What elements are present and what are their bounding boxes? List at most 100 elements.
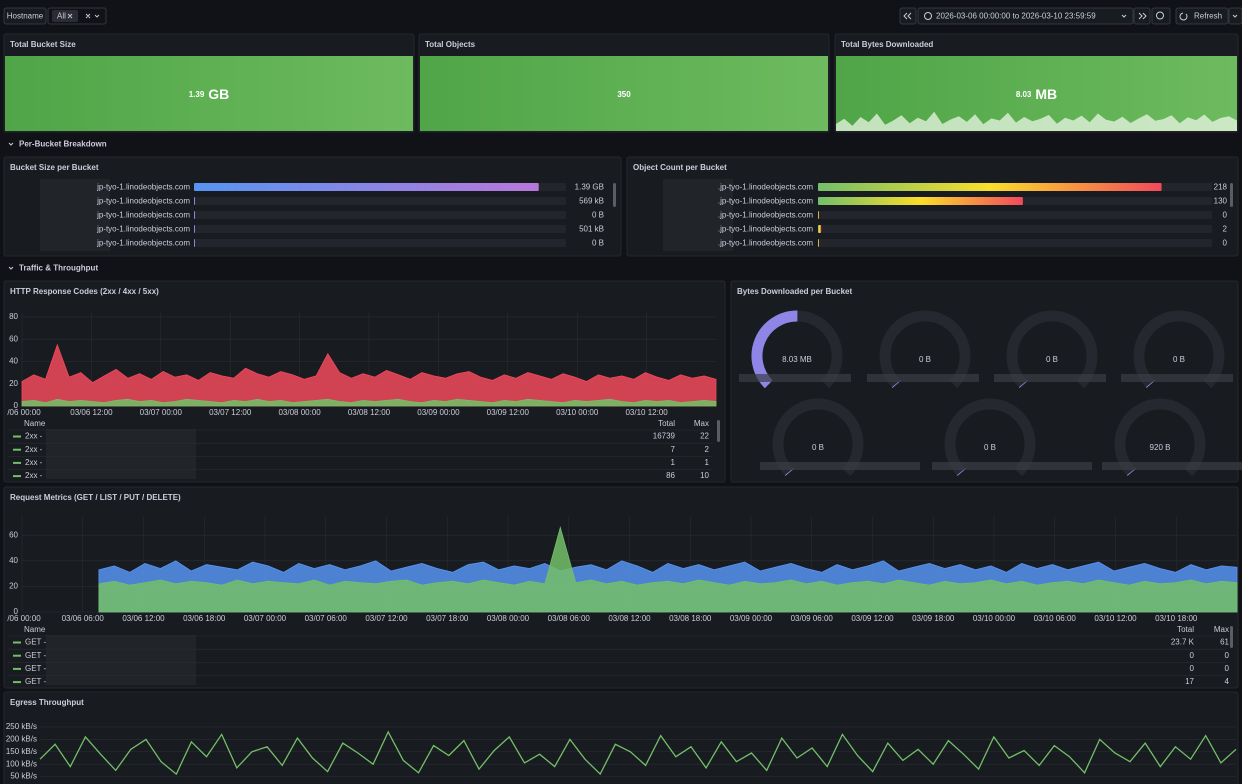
redacted (1121, 374, 1233, 382)
legend-cell: 4 (1225, 677, 1230, 686)
bar (194, 211, 195, 219)
redacted (867, 374, 979, 382)
filter-value: All (57, 12, 66, 21)
bar-label: .jp-tyo-1.linodeobjects.com (718, 197, 813, 206)
x-tick-label: 03/07 18:00 (426, 614, 469, 623)
bar-label: .jp-tyo-1.linodeobjects.com (718, 225, 813, 234)
legend-cell: 2xx - (25, 445, 43, 454)
legend-header: Total (658, 419, 675, 428)
gauge-value: 0 B (812, 443, 824, 452)
time-picker[interactable] (917, 7, 1134, 25)
x-tick-label: 03/08 12:00 (348, 408, 391, 417)
sparkline (836, 111, 1237, 131)
x-tick-label: 03/09 12:00 (851, 614, 894, 623)
filter-chip[interactable] (52, 10, 78, 22)
gauge-track (879, 310, 971, 389)
bar (194, 239, 195, 247)
filter-label: Hostname (7, 12, 44, 21)
time-range: 2026-03-06 00:00:00 to 2026-03-10 23:59:… (936, 12, 1096, 21)
bar-track (818, 211, 1212, 219)
bar-track (194, 211, 566, 219)
gauge-fill (1126, 468, 1136, 476)
gauge-fill (956, 468, 966, 476)
legend-cell: 2 (705, 445, 710, 454)
series-area (21, 398, 717, 407)
y-tick-label: 40 (9, 556, 18, 565)
legend-cell: 61 (1220, 638, 1229, 647)
y-tick-label: 20 (9, 582, 18, 591)
y-tick-label: 80 (9, 312, 18, 321)
legend-header: Name (24, 419, 46, 428)
panel-title: HTTP Response Codes (2xx / 4xx / 5xx) (10, 287, 159, 296)
legend-cell: 2xx - (25, 458, 43, 467)
bar-label: .jp-tyo-1.linodeobjects.com (718, 211, 813, 220)
bar (818, 239, 819, 247)
x-tick-label: 03/06 12:00 (70, 408, 113, 417)
x-tick-label: 03/08 00:00 (278, 408, 321, 417)
redacted (1102, 462, 1242, 470)
panel-title: Request Metrics (GET / LIST / PUT / DELE… (10, 493, 181, 502)
clock-icon (924, 12, 932, 20)
row-title[interactable]: Per-Bucket Breakdown (19, 140, 107, 149)
series-area (21, 343, 717, 407)
x-tick-label: /06 00:00 (7, 408, 41, 417)
series-line (39, 730, 1237, 776)
x-tick-label: 03/08 06:00 (548, 614, 591, 623)
refresh-icon (1179, 12, 1188, 21)
legend-cell: 1 (671, 458, 676, 467)
x-tick-label: 03/09 00:00 (417, 408, 460, 417)
panel-title: Total Bytes Downloaded (841, 40, 933, 49)
x-tick-label: 03/06 12:00 (122, 614, 165, 623)
gauge-value: 8.03 MB (782, 355, 812, 364)
legend-cell: GET - (25, 638, 47, 647)
legend-header: Max (1214, 625, 1229, 634)
stat-value: 1.39 GB (189, 86, 230, 102)
refresh-button[interactable] (1175, 7, 1229, 25)
legend-cell: 0 (1190, 651, 1195, 660)
legend-cell: 0 (1190, 664, 1195, 673)
x-tick-label: 03/10 06:00 (1034, 614, 1077, 623)
redacted (760, 462, 920, 470)
scrollbar (1230, 626, 1233, 648)
y-tick-label: 0 (14, 401, 19, 410)
stat-unit: MB (1035, 86, 1057, 102)
legend-cell: 0 (1225, 651, 1230, 660)
bar-value: 0 B (592, 239, 604, 248)
redacted (739, 374, 851, 382)
legend-cell: 10 (700, 471, 709, 480)
zoom-out[interactable] (1151, 7, 1171, 25)
bar (818, 225, 822, 233)
y-tick-label: 60 (9, 530, 18, 539)
scrollbar (613, 183, 616, 207)
bar-label: .jp-tyo-1.linodeobjects.com (718, 183, 813, 192)
y-tick-label: 200 kB/s (6, 734, 37, 743)
gauge-fill (1145, 380, 1155, 388)
bar-value: 218 (1214, 183, 1228, 192)
gauge-fill (1018, 380, 1028, 388)
bar-track (818, 239, 1212, 247)
x-tick-label: 03/10 00:00 (556, 408, 599, 417)
bar-value: 0 (1223, 211, 1228, 220)
x-tick-label: 03/06 06:00 (62, 614, 105, 623)
panel-title: Bucket Size per Bucket (10, 163, 99, 172)
x-tick-label: 03/10 12:00 (1094, 614, 1137, 623)
x-tick-label: 03/06 18:00 (183, 614, 226, 623)
panel-title: Total Objects (425, 40, 476, 49)
bar-value: 0 B (592, 211, 604, 220)
legend-header: Name (24, 625, 46, 634)
gauge-track (1006, 310, 1098, 389)
row-toggle[interactable] (8, 142, 14, 146)
x-tick-label: 03/10 12:00 (625, 408, 668, 417)
filter-icons[interactable] (67, 13, 100, 19)
row-toggle[interactable] (8, 266, 14, 270)
bar-track (818, 225, 1212, 233)
legend-cell: 17 (1185, 677, 1194, 686)
row-title[interactable]: Traffic & Throughput (19, 264, 98, 273)
bar-track (194, 197, 566, 205)
stat-number: 1.39 (189, 90, 205, 99)
x-tick-label: 03/09 12:00 (487, 408, 530, 417)
x-tick-label: 03/10 00:00 (973, 614, 1016, 623)
redacted (663, 179, 733, 251)
